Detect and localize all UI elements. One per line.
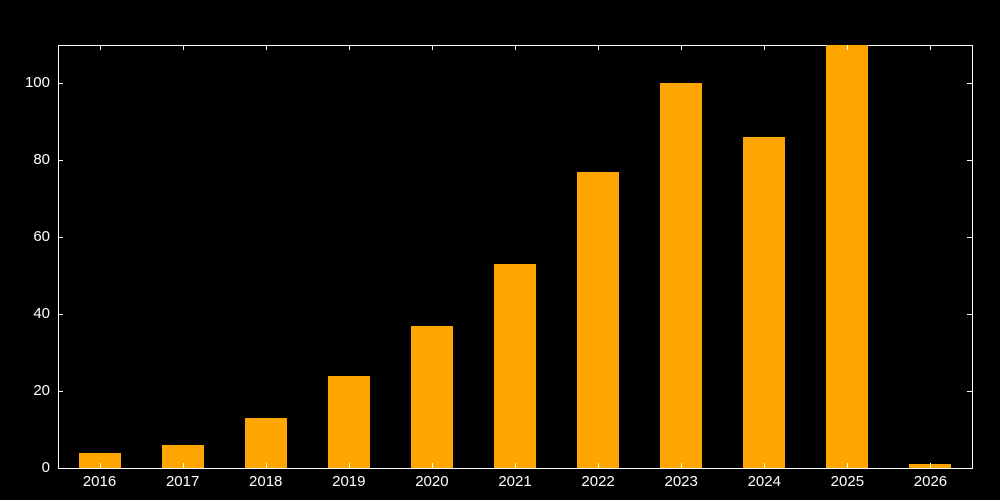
x-tick-mark xyxy=(182,463,184,468)
x-tick-mark xyxy=(431,463,433,468)
y-tick-label: 100 xyxy=(24,74,50,92)
x-tick-mark xyxy=(265,463,267,468)
x-tick-mark xyxy=(99,463,101,468)
x-tick-mark xyxy=(598,463,600,468)
x-tick-mark-top xyxy=(431,45,433,50)
y-tick-mark xyxy=(58,83,63,85)
x-tick-mark-top xyxy=(930,45,932,50)
y-tick-mark xyxy=(58,391,63,393)
x-tick-label: 2021 xyxy=(498,473,532,490)
x-tick-label: 2025 xyxy=(830,473,865,490)
x-tick-mark xyxy=(348,463,350,468)
y-tick-mark xyxy=(58,237,63,239)
bar-2020 xyxy=(410,325,453,468)
x-tick-label: 2026 xyxy=(913,473,948,490)
x-tick-mark-top xyxy=(182,45,184,50)
x-tick-mark-top xyxy=(348,45,350,50)
bar-2025 xyxy=(826,45,869,468)
x-tick-label: 2016 xyxy=(82,473,117,490)
x-tick-mark xyxy=(930,463,932,468)
x-tick-label: 2018 xyxy=(249,473,283,490)
y-tick-label: 0 xyxy=(41,459,50,476)
bar-2021 xyxy=(494,264,536,468)
y-tick-mark xyxy=(58,314,63,316)
x-tick-mark-top xyxy=(764,45,766,50)
x-tick-mark xyxy=(681,463,683,468)
y-tick-label: 20 xyxy=(33,382,50,400)
bar-2019 xyxy=(327,375,370,468)
bar-2022 xyxy=(577,171,620,468)
x-tick-label: 2024 xyxy=(747,473,781,490)
y-tick-label: 60 xyxy=(33,228,50,246)
y-tick-mark-right xyxy=(967,391,972,393)
y-tick-mark-right xyxy=(967,160,972,162)
y-tick-mark-right xyxy=(967,83,972,85)
x-tick-label: 2022 xyxy=(581,473,615,490)
y-tick-mark-right xyxy=(967,237,972,239)
bar-2018 xyxy=(244,418,287,468)
x-tick-mark-top xyxy=(515,45,516,50)
x-tick-mark xyxy=(515,463,516,468)
x-tick-label: 2020 xyxy=(415,473,449,490)
x-tick-label: 2023 xyxy=(664,473,698,490)
x-tick-mark-top xyxy=(99,45,101,50)
y-tick-mark xyxy=(58,160,63,162)
bar-2024 xyxy=(743,137,786,468)
bar-2023 xyxy=(660,83,703,468)
x-tick-mark-top xyxy=(847,45,849,50)
bar-2017 xyxy=(161,444,204,468)
x-tick-mark-top xyxy=(265,45,267,50)
x-tick-mark xyxy=(764,463,766,468)
y-tick-mark-right xyxy=(967,314,972,316)
y-tick-label: 40 xyxy=(33,305,50,323)
x-tick-mark xyxy=(847,463,849,468)
bar-2016 xyxy=(78,452,121,468)
x-tick-label: 2017 xyxy=(165,473,200,490)
y-tick-label: 80 xyxy=(33,151,50,169)
x-tick-label: 2019 xyxy=(332,473,366,490)
x-tick-mark-top xyxy=(598,45,600,50)
x-tick-mark-top xyxy=(681,45,683,50)
